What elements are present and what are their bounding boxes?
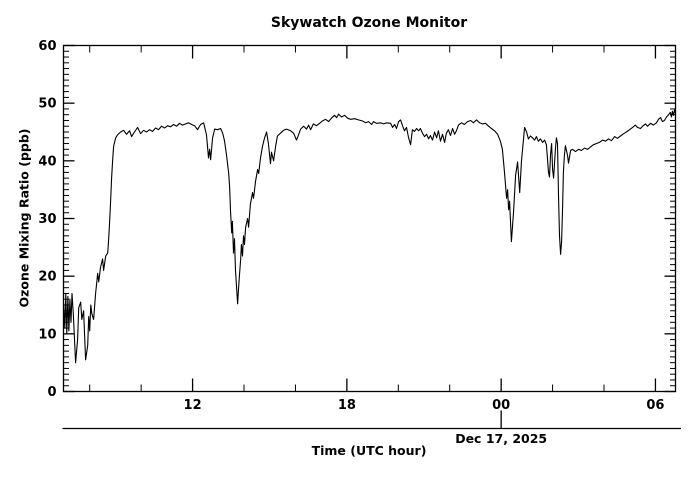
- date-axis-label: Dec 17, 2025: [455, 431, 548, 446]
- x-tick-label: 12: [184, 398, 202, 413]
- plot-frame: [62, 44, 677, 393]
- y-tick-label: 40: [38, 154, 56, 169]
- y-tick-label: 20: [38, 270, 56, 285]
- x-tick-label: 18: [338, 398, 356, 413]
- x-axis-title: Time (UTC hour): [311, 443, 427, 458]
- x-tick-label: 00: [492, 398, 510, 413]
- y-tick-label: 30: [38, 212, 56, 227]
- ozone-trace-line: [62, 109, 677, 364]
- y-tick-label: 0: [47, 385, 56, 400]
- x-tick-label: 06: [646, 398, 664, 413]
- y-axis-title: Ozone Mixing Ratio (ppb): [16, 128, 32, 308]
- chart-title: Skywatch Ozone Monitor: [270, 15, 468, 31]
- y-tick-label: 50: [38, 97, 56, 112]
- y-tick-label: 60: [38, 39, 56, 54]
- y-tick-label: 10: [38, 327, 56, 342]
